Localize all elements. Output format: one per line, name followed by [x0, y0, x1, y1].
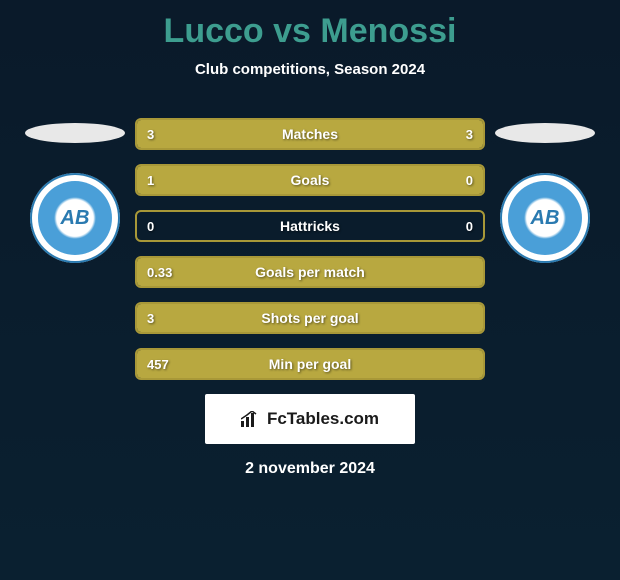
comparison-area: AB 3 Matches 3 1 Goals 0 0 Hattricks 0 0.33 Goals … [0, 118, 620, 380]
stat-bar: 3 Shots per goal [135, 302, 485, 334]
player1-column: AB [15, 118, 135, 263]
club-badge-inner: AB [38, 181, 112, 255]
club-badge-inner: AB [508, 181, 582, 255]
stat-bar: 1 Goals 0 [135, 164, 485, 196]
footer-site-text: FcTables.com [267, 409, 379, 429]
title-player2: Menossi [320, 12, 456, 50]
stat-bar: 457 Min per goal [135, 348, 485, 380]
bar-label: Min per goal [269, 356, 351, 372]
bar-value-right: 0 [466, 219, 473, 234]
bar-label: Goals per match [255, 264, 365, 280]
page-title: Lucco vs Menossi [0, 0, 620, 51]
bar-value-right: 0 [466, 173, 473, 188]
subtitle: Club competitions, Season 2024 [0, 61, 620, 78]
player1-avatar-placeholder [25, 123, 125, 143]
bar-value-left: 1 [147, 173, 154, 188]
chart-icon [241, 411, 261, 427]
title-vs: vs [273, 12, 311, 50]
bar-value-left: 3 [147, 311, 154, 326]
bar-label: Hattricks [280, 218, 340, 234]
bar-value-left: 0 [147, 219, 154, 234]
stat-bar: 3 Matches 3 [135, 118, 485, 150]
bar-value-left: 0.33 [147, 265, 172, 280]
stat-bar: 0 Hattricks 0 [135, 210, 485, 242]
bar-value-left: 457 [147, 357, 169, 372]
bar-label: Goals [291, 172, 330, 188]
club-badge-letters: AB [61, 207, 90, 230]
bar-label: Matches [282, 126, 338, 142]
bar-value-right: 3 [466, 127, 473, 142]
club-badge-letters: AB [531, 207, 560, 230]
player2-avatar-placeholder [495, 123, 595, 143]
bar-fill-left [137, 166, 407, 194]
player1-club-badge: AB [30, 173, 120, 263]
footer-site-badge: FcTables.com [205, 394, 415, 444]
title-player1: Lucco [164, 12, 264, 50]
player2-club-badge: AB [500, 173, 590, 263]
stats-bars-column: 3 Matches 3 1 Goals 0 0 Hattricks 0 0.33 Goals per… [135, 118, 485, 380]
bar-value-left: 3 [147, 127, 154, 142]
footer-date: 2 november 2024 [0, 460, 620, 478]
bar-label: Shots per goal [261, 310, 358, 326]
stat-bar: 0.33 Goals per match [135, 256, 485, 288]
player2-column: AB [485, 118, 605, 263]
